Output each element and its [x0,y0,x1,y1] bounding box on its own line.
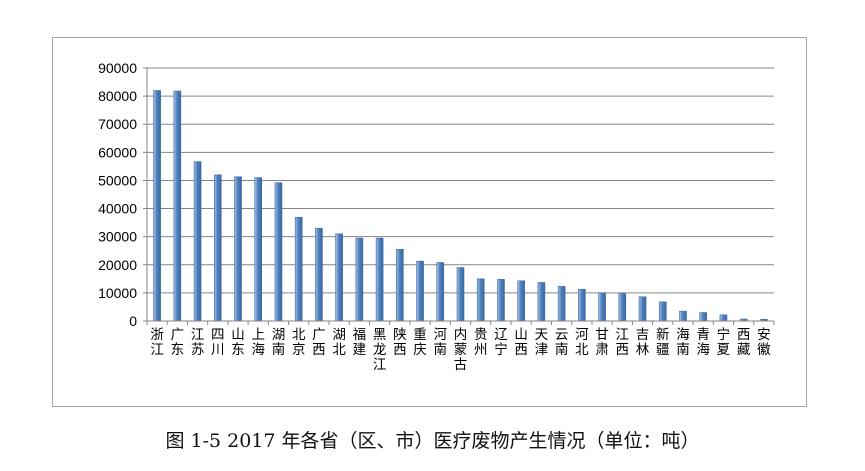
x-tick-label: 甘肃 [595,327,609,358]
x-tick-label: 上海 [251,327,265,358]
y-tick-label: 10000 [98,285,137,301]
bar [234,176,242,322]
x-tick-label: 云南 [555,327,569,358]
x-tick-label: 吉林 [636,327,650,358]
x-tick-label: 陕西 [393,327,407,358]
bar [254,177,263,322]
bar [557,286,566,322]
bar [193,161,202,322]
bar [416,260,424,322]
x-tick-label: 广东 [171,327,185,358]
y-tick-label: 50000 [98,172,137,188]
bar [294,216,303,322]
x-tick-label: 江苏 [191,327,205,358]
bar-chart: 0 10000 20000 30000 40000 50000 60000 70000 8000… [98,60,775,373]
bar [497,279,505,322]
x-tick-label: 北京 [292,327,306,358]
bar [396,249,404,322]
x-tick-label: 青海 [696,327,710,358]
bar [436,262,445,322]
x-tick-label: 山东 [231,327,245,358]
x-tick-label: 山西 [514,327,528,358]
y-tick-label: 60000 [98,144,137,160]
x-tick-label: 辽宁 [494,327,508,358]
bar [153,90,161,322]
bar [213,174,222,322]
x-tick-label: 湖北 [332,327,346,358]
x-tick-label: 福建 [353,327,367,358]
y-tick-label: 30000 [98,229,137,245]
bar [335,233,343,322]
y-tick-label: 90000 [98,60,137,76]
x-tick-label: 浙江 [150,327,164,358]
x-tick-label: 广西 [312,327,326,358]
x-tick-label: 海南 [676,327,690,358]
bar [699,312,708,322]
bar [517,280,525,322]
bar [537,282,546,322]
figure-caption: 图 1-5 2017 年各省（区、市）医疗废物产生情况（单位：吨） [165,430,700,452]
bar [476,278,485,322]
bar [618,293,627,322]
x-tick-label: 安徽 [757,327,771,358]
x-tick-label: 贵州 [474,327,488,358]
bar [355,237,364,322]
x-tick-label: 内蒙古 [454,327,468,373]
x-tick-label: 河南 [434,327,448,358]
x-tick-label: 新疆 [656,327,670,358]
x-tick-label: 四川 [211,327,225,358]
bar [679,310,687,322]
x-tick-label: 重庆 [413,327,427,358]
bar [638,296,647,322]
bar [456,267,465,322]
bar [578,288,586,322]
x-tick-label: 宁夏 [717,326,731,358]
y-tick-label: 80000 [98,88,137,104]
chart-frame: 0 10000 20000 30000 40000 50000 60000 70000 8000… [52,37,807,407]
y-tick-label: 0 [129,313,137,329]
x-tick-label: 天津 [535,327,549,358]
y-tick-label: 20000 [98,257,137,273]
y-tick-label: 70000 [98,116,137,132]
bar [598,292,606,322]
y-tick-label: 40000 [98,201,137,217]
x-tick-label: 西藏 [737,327,751,358]
bar [274,182,283,322]
bar [719,314,728,322]
bar [658,301,667,322]
x-tick-label: 河北 [575,327,589,358]
bar [173,90,182,322]
bar [315,227,323,322]
x-tick-label: 黑龙江 [373,327,387,373]
x-tick-label: 湖南 [272,327,286,358]
x-tick-label: 江西 [616,327,630,358]
bar [375,237,384,322]
